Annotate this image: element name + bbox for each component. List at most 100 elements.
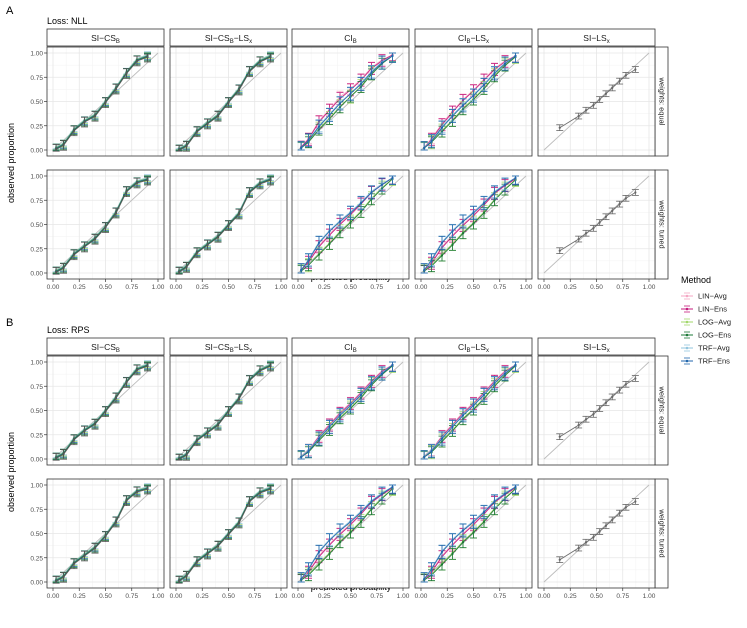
series-line (423, 177, 516, 271)
legend-label: LOG−Ens (698, 331, 731, 340)
data-point (237, 397, 241, 401)
data-point (514, 176, 517, 180)
y-tick-label: 0.75 (30, 384, 43, 391)
data-point (185, 575, 188, 578)
panel (414, 46, 533, 157)
data-point (451, 425, 454, 429)
data-point (125, 190, 128, 193)
data-point (125, 499, 128, 502)
data-point (391, 54, 394, 58)
x-tick-label: 0.75 (370, 593, 383, 600)
data-point (440, 241, 444, 245)
data-point (611, 209, 614, 213)
data-point (338, 529, 342, 532)
data-point (430, 450, 433, 453)
block-letter: B (6, 317, 13, 329)
data-point (558, 435, 561, 438)
data-point (604, 524, 608, 527)
data-point (482, 511, 486, 514)
x-tick-label: 1.00 (643, 284, 656, 291)
series-line (423, 486, 516, 580)
data-point (258, 369, 262, 373)
data-point (598, 407, 601, 410)
data-point (55, 580, 58, 583)
panel: 0.00 0.25 0.50 0.75 1.00 (537, 169, 656, 291)
data-point (451, 243, 454, 246)
x-tick-label: 0.25 (73, 593, 86, 600)
data-point (584, 541, 588, 544)
data-point (307, 450, 310, 453)
data-point (359, 202, 363, 205)
data-point (328, 552, 331, 555)
column-strip (537, 337, 656, 356)
series-line (178, 179, 271, 273)
row-strip-label: weights: equal (658, 386, 667, 435)
facet-label: CIB−LSx (458, 33, 489, 45)
panel-border (291, 355, 410, 466)
series-line (423, 55, 516, 149)
data-point (451, 114, 454, 118)
series-line (423, 488, 516, 581)
y-tick-label: 0.75 (30, 507, 43, 514)
block-title: Loss: RPS (47, 325, 90, 335)
data-point (307, 259, 310, 262)
data-point (592, 536, 595, 539)
data-point (461, 220, 465, 223)
facet-label-sub: x (486, 39, 489, 45)
panel-border (169, 355, 288, 466)
data-point (461, 541, 465, 544)
data-point (359, 393, 363, 397)
x-tick-label: 0.50 (222, 284, 235, 291)
data-point (178, 149, 181, 152)
data-point (300, 455, 303, 459)
data-point (440, 563, 444, 566)
facet-label-sub: B (353, 348, 357, 354)
legend-label: TRF−Ens (698, 357, 730, 366)
legend-title: Method (681, 275, 711, 285)
data-point (349, 211, 352, 214)
legend-key-point (685, 359, 689, 363)
data-point (114, 88, 118, 91)
data-point (370, 71, 373, 74)
data-point (146, 179, 149, 182)
y-axis-label: observed proportion (6, 123, 16, 203)
column-strip (291, 337, 410, 356)
data-point (248, 70, 251, 73)
data-point (577, 237, 580, 241)
series-line (300, 487, 393, 581)
data-point (451, 552, 454, 555)
facet-label: CIB (344, 342, 357, 354)
data-point (72, 438, 76, 441)
data-point (185, 145, 188, 148)
data-point (135, 181, 139, 185)
x-tick-label: 0.25 (318, 284, 331, 291)
panel-border (291, 46, 410, 157)
data-point (338, 231, 342, 234)
data-point (503, 62, 507, 65)
panel: 0.00 0.25 0.50 0.75 1.00 (414, 478, 533, 600)
series-line (178, 365, 271, 460)
data-point (328, 242, 331, 245)
data-point (195, 560, 199, 563)
x-tick-label: 0.50 (590, 593, 603, 600)
data-point (370, 500, 373, 503)
data-point (430, 568, 433, 571)
data-point (258, 60, 262, 64)
data-point (592, 413, 595, 416)
data-point (349, 92, 352, 95)
series-line (423, 55, 516, 149)
panel (414, 355, 533, 466)
data-point (269, 365, 272, 368)
facet-label-part: SI−LS (583, 342, 607, 352)
data-point (391, 485, 394, 489)
data-point (370, 508, 373, 511)
facet-label-part: −LS (471, 33, 487, 43)
data-point (216, 545, 220, 548)
y-tick-label: 1.00 (30, 483, 43, 490)
column-strip (46, 337, 165, 356)
data-point (206, 244, 209, 247)
series-line (423, 177, 516, 271)
data-point (72, 129, 76, 132)
x-tick-label: 0.25 (318, 593, 331, 600)
data-point (430, 259, 433, 262)
